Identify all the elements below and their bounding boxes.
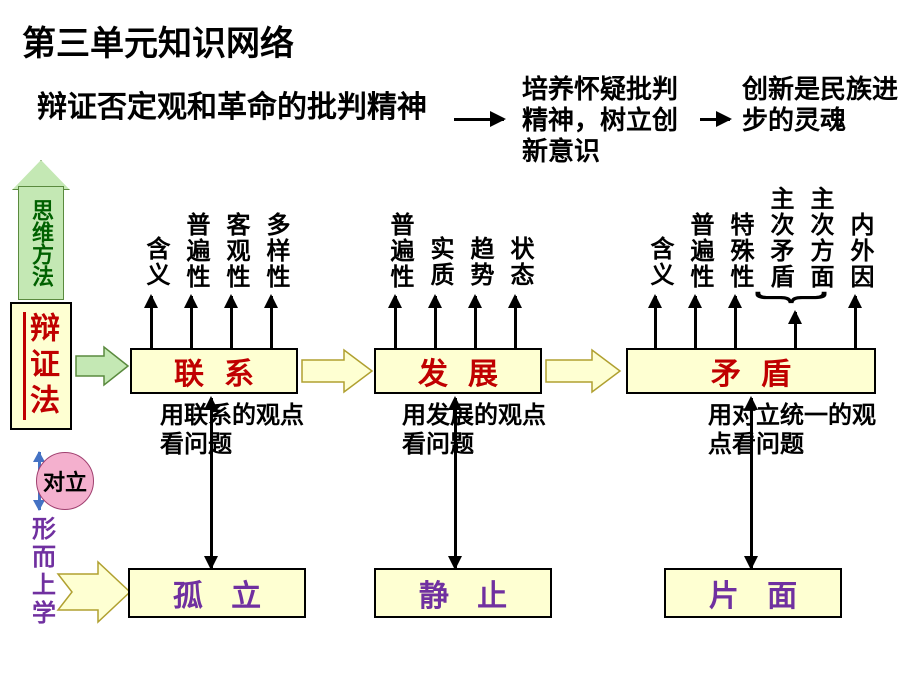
top-text-2: 创新是民族进步的灵魂	[742, 74, 902, 136]
page-title: 第三单元知识网络	[22, 16, 294, 65]
col2-caption: 用发展的观点看问题	[402, 402, 552, 460]
top-text-1: 培养怀疑批判精神，树立创新意识	[522, 74, 702, 168]
brace-icon: }	[751, 291, 837, 304]
col3-label-2: 特殊性	[722, 212, 757, 290]
col1-bottom: 孤 立	[128, 568, 306, 618]
col2-label-0: 普遍性	[382, 212, 417, 290]
col3-caption: 用对立统一的观点看问题	[708, 402, 898, 460]
col3-bottom: 片 面	[664, 568, 842, 618]
col2-box: 发展	[374, 348, 542, 394]
col3-up-2	[734, 296, 737, 348]
col3-up-1	[694, 296, 697, 348]
col3-up-0	[654, 296, 657, 348]
yellow-arrow-col2-col3	[544, 346, 624, 396]
opposition-label: 对立	[43, 465, 87, 497]
col2-label-1: 实质	[422, 236, 457, 288]
dialectic-label: 辩证法	[19, 312, 63, 420]
col1-label-2: 客观性	[218, 212, 253, 290]
col3-label-5: 内外因	[842, 212, 877, 290]
yellow-arrow-col1-col2	[300, 346, 376, 396]
col2-label-3: 状态	[502, 236, 537, 288]
col1-double-arrow	[210, 398, 213, 568]
col1-label-1: 普遍性	[178, 212, 213, 290]
col2-up-2	[474, 296, 477, 348]
col1-up-1	[190, 296, 193, 348]
col2-label-2: 趋势	[462, 236, 497, 288]
col1-up-2	[230, 296, 233, 348]
col2-bottom: 静 止	[374, 568, 552, 618]
col3-label-1: 普遍性	[682, 212, 717, 290]
col3-label-3: 主次矛盾	[762, 186, 797, 290]
col2-double-arrow	[454, 398, 457, 568]
col3-up-3	[794, 312, 797, 348]
green-arrow-to-col1	[74, 344, 132, 388]
thinking-method-label: 思维方法	[25, 199, 57, 287]
col2-up-1	[434, 296, 437, 348]
arrow-chain-2	[700, 118, 730, 121]
col3-label-4: 主次方面	[802, 186, 837, 290]
col3-box: 矛盾	[626, 348, 876, 394]
dialectic-box: 辩证法	[10, 302, 72, 430]
opposition-circle: 对立	[36, 452, 94, 510]
subtitle: 辩证否定观和革命的批判精神	[12, 82, 452, 126]
col1-label-0: 含义	[138, 236, 173, 288]
col3-up-5	[854, 296, 857, 348]
col1-box: 联系	[130, 348, 298, 394]
thinking-method-arrow: 思维方法	[12, 160, 70, 300]
col1-caption: 用联系的观点看问题	[160, 402, 310, 460]
col1-up-3	[270, 296, 273, 348]
col1-label-3: 多样性	[258, 212, 293, 290]
col2-up-0	[394, 296, 397, 348]
col2-up-3	[514, 296, 517, 348]
col3-label-0: 含义	[642, 236, 677, 288]
col3-double-arrow	[750, 398, 753, 568]
arrow-chain-1	[454, 118, 504, 121]
col1-up-0	[150, 296, 153, 348]
yellow-arrow-meta	[54, 556, 134, 628]
